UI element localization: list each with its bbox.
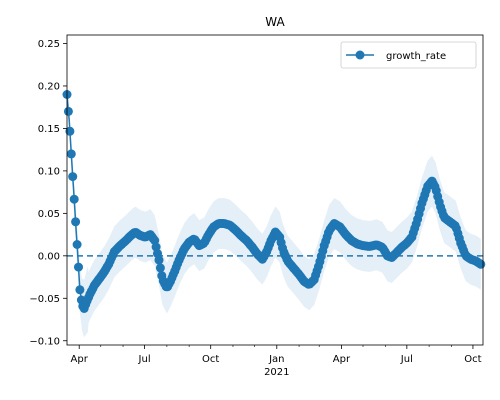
data-point (69, 194, 79, 204)
data-point (71, 217, 81, 227)
plot-area (62, 86, 486, 338)
legend: growth_rate (340, 41, 477, 69)
legend-marker-swatch (355, 50, 365, 60)
data-point (65, 126, 75, 136)
data-point (72, 240, 82, 249)
y-tick-label: −0.05 (29, 294, 60, 305)
data-point (68, 172, 78, 182)
data-point (154, 255, 164, 265)
y-tick-label: −0.10 (29, 336, 60, 347)
y-tick-label: 0.00 (38, 251, 60, 262)
y-tick-label: 0.20 (38, 81, 60, 92)
chart-title: WA (265, 15, 285, 29)
x-tick-label: Oct (464, 354, 481, 365)
data-point (74, 262, 83, 272)
x-tick-label: Apr (333, 354, 351, 365)
plot-frame (66, 34, 484, 346)
y-tick-label: 0.15 (38, 124, 60, 135)
x-tick-label: Jul (138, 354, 151, 365)
x-tick-label: Jul (400, 354, 413, 365)
x-tick-label: Oct (202, 354, 219, 365)
y-tick-label: 0.05 (38, 209, 60, 220)
axes: −0.10 −0.05 0.00 0.05 0.10 0.15 0.20 0.25 Apr Jul… (29, 39, 481, 378)
data-point (155, 263, 165, 273)
y-tick-label: 0.10 (38, 166, 60, 177)
x-tick-label: Apr (71, 354, 89, 365)
x-tick-label: Jan (268, 354, 284, 365)
data-point (476, 259, 486, 269)
series-markers-growth-rate (62, 90, 486, 313)
y-tick-label: 0.25 (38, 39, 60, 50)
legend-label-growth-rate: growth_rate (386, 51, 446, 62)
data-point (63, 106, 73, 116)
data-point (75, 285, 85, 295)
legend-frame (340, 41, 477, 69)
x-year-label: 2021 (264, 367, 289, 378)
data-point (66, 149, 76, 159)
